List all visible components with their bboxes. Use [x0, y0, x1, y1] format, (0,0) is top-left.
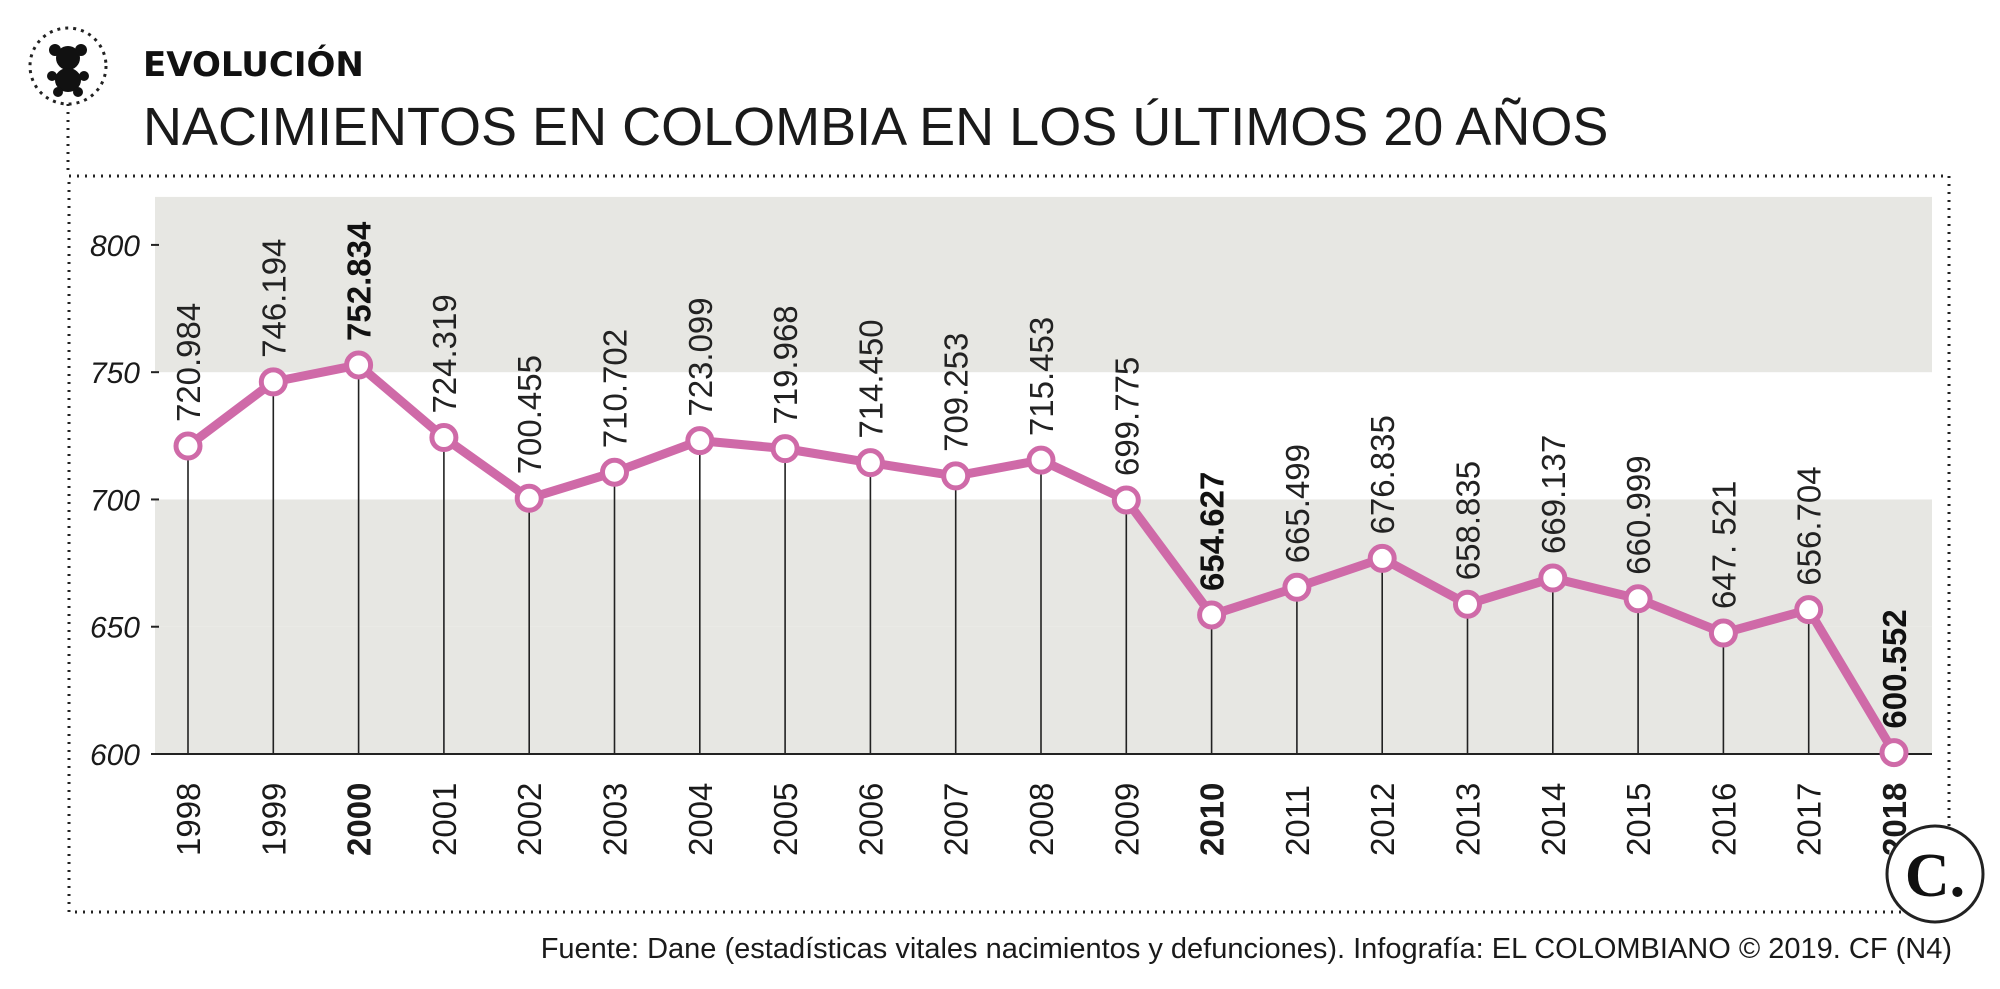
- value-label: 600.552: [1876, 609, 1913, 728]
- x-tick-label: 2015: [1620, 783, 1657, 856]
- value-label: 658.835: [1450, 461, 1487, 580]
- value-label: 656.704: [1791, 466, 1828, 585]
- teddy-bear-icon: [28, 26, 108, 106]
- value-label: 723.099: [682, 297, 719, 416]
- value-label: 752.834: [341, 221, 378, 341]
- x-tick-label: 2011: [1279, 785, 1316, 856]
- data-point: [1282, 572, 1312, 602]
- x-tick-label: 2017: [1791, 783, 1828, 856]
- data-point: [258, 367, 288, 397]
- x-tick-label: 2003: [597, 783, 634, 856]
- x-tick-label: 2010: [1194, 783, 1231, 856]
- source-note: Fuente: Dane (estadísticas vitales nacim…: [541, 933, 1952, 965]
- x-tick-label: 1998: [170, 783, 207, 856]
- data-point: [1111, 485, 1141, 515]
- value-label: 720.984: [170, 303, 207, 422]
- el-colombiano-logo: C.: [1885, 824, 1985, 924]
- logo-text: C.: [1905, 842, 1965, 910]
- data-point: [1367, 543, 1397, 573]
- data-point: [1794, 595, 1824, 625]
- y-tick-label: 600: [90, 739, 140, 772]
- value-label: 699.775: [1108, 357, 1145, 476]
- value-label: 700.455: [511, 355, 548, 474]
- value-label: 654.627: [1194, 472, 1231, 591]
- x-tick-label: 2000: [341, 783, 378, 856]
- value-label: 710.702: [597, 329, 634, 448]
- x-tick-label: 2006: [852, 783, 889, 856]
- data-point: [685, 426, 715, 456]
- x-tick-label: 2016: [1705, 783, 1742, 856]
- data-point: [344, 350, 374, 380]
- data-point: [1197, 600, 1227, 630]
- data-point: [1879, 738, 1909, 768]
- y-tick-label: 800: [90, 230, 140, 263]
- data-point: [1026, 445, 1056, 475]
- data-point: [173, 431, 203, 461]
- x-tick-label: 2008: [1023, 783, 1060, 856]
- x-tick-label: 2002: [511, 783, 548, 856]
- band-2: [155, 626, 1932, 754]
- data-point: [600, 457, 629, 487]
- data-point: [941, 461, 971, 491]
- chart-frame: [67, 174, 1951, 914]
- y-axis-ticks: 800 750 700 650 600: [90, 230, 159, 772]
- data-point: [1708, 618, 1738, 648]
- data-point: [429, 423, 459, 453]
- drop-lines: [187, 364, 1895, 754]
- value-label: 709.253: [938, 333, 975, 452]
- value-label: 715.453: [1023, 317, 1060, 436]
- value-label: 714.450: [852, 319, 889, 438]
- y-tick-label: 750: [90, 357, 140, 390]
- data-point: [1453, 589, 1482, 619]
- x-tick-label: 2004: [682, 783, 719, 856]
- value-label: 676.835: [1364, 415, 1401, 534]
- y-tick-label: 700: [90, 484, 140, 517]
- x-tick-label: 2009: [1108, 783, 1145, 856]
- value-label: 665.499: [1279, 444, 1316, 563]
- x-tick-label: 2005: [767, 783, 804, 856]
- data-point: [855, 448, 885, 478]
- x-tick-label: 2012: [1364, 783, 1401, 856]
- data-points: [173, 350, 1909, 768]
- data-point: [770, 434, 800, 464]
- value-labels: 720.984 746.194 752.834 724.319 700.455 710.7…: [170, 221, 1913, 729]
- data-point: [1623, 584, 1653, 614]
- x-tick-label: 1999: [255, 783, 292, 856]
- y-tick-label: 650: [90, 612, 140, 645]
- x-tick-label: 2001: [426, 783, 463, 856]
- band-0: [155, 196, 1932, 373]
- chart-title: NACIMIENTOS EN COLOMBIA EN LOS ÚLTIMOS 2…: [143, 97, 1608, 157]
- x-tick-label: 2013: [1450, 783, 1487, 856]
- value-label: 724.319: [426, 294, 463, 413]
- background-bands: [155, 196, 1932, 754]
- value-label: 647. 521: [1705, 481, 1742, 609]
- value-label: 660.999: [1620, 455, 1657, 574]
- data-point: [514, 483, 544, 513]
- x-tick-label: 2007: [938, 783, 975, 856]
- x-axis-ticks: 1998 1999 2000 2001 2002 2003 2004 2005 2006 2007…: [170, 783, 1913, 856]
- kicker-label: EVOLUCIÓN: [143, 44, 364, 85]
- data-point: [1538, 563, 1568, 593]
- x-tick-label: 2014: [1535, 783, 1572, 856]
- value-label: 669.137: [1535, 435, 1572, 554]
- value-label: 746.194: [255, 239, 292, 358]
- value-label: 719.968: [767, 305, 804, 424]
